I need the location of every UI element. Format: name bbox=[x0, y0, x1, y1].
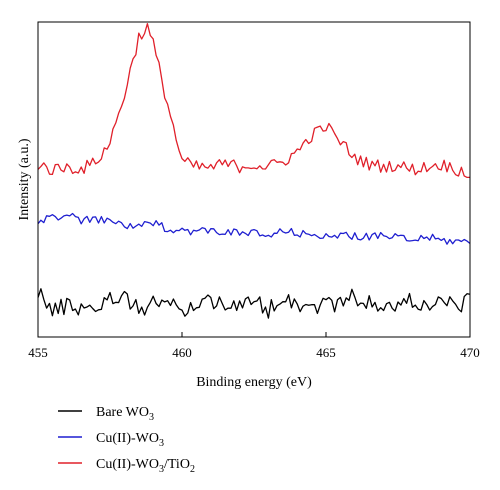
plot-frame bbox=[37, 21, 471, 338]
y-axis-label: Intensity (a.u.) bbox=[17, 138, 32, 220]
x-tick-label: 455 bbox=[28, 345, 48, 360]
axes: 455 460 465 470 bbox=[28, 21, 480, 360]
x-tick-label: 470 bbox=[460, 345, 480, 360]
series-line-bare-wo3 bbox=[37, 288, 471, 319]
legend-entry-cu-ii-wo3-tio2: Cu(II)-WO3/TiO2 bbox=[96, 457, 195, 475]
x-tick-label: 465 bbox=[316, 345, 336, 360]
legend: Bare WO3 Cu(II)-WO3 Cu(II)-WO3/TiO2 bbox=[58, 405, 195, 475]
legend-entry-cu-ii-wo3: Cu(II)-WO3 bbox=[96, 431, 164, 449]
x-tick-label: 460 bbox=[172, 345, 192, 360]
x-axis-label: Binding energy (eV) bbox=[196, 375, 312, 390]
series-line-cu-ii-wo3-tio2 bbox=[37, 23, 470, 179]
plot-area bbox=[37, 23, 471, 319]
series-line-cu-ii-wo3 bbox=[37, 212, 471, 245]
legend-entry-bare-wo3: Bare WO3 bbox=[96, 405, 154, 423]
